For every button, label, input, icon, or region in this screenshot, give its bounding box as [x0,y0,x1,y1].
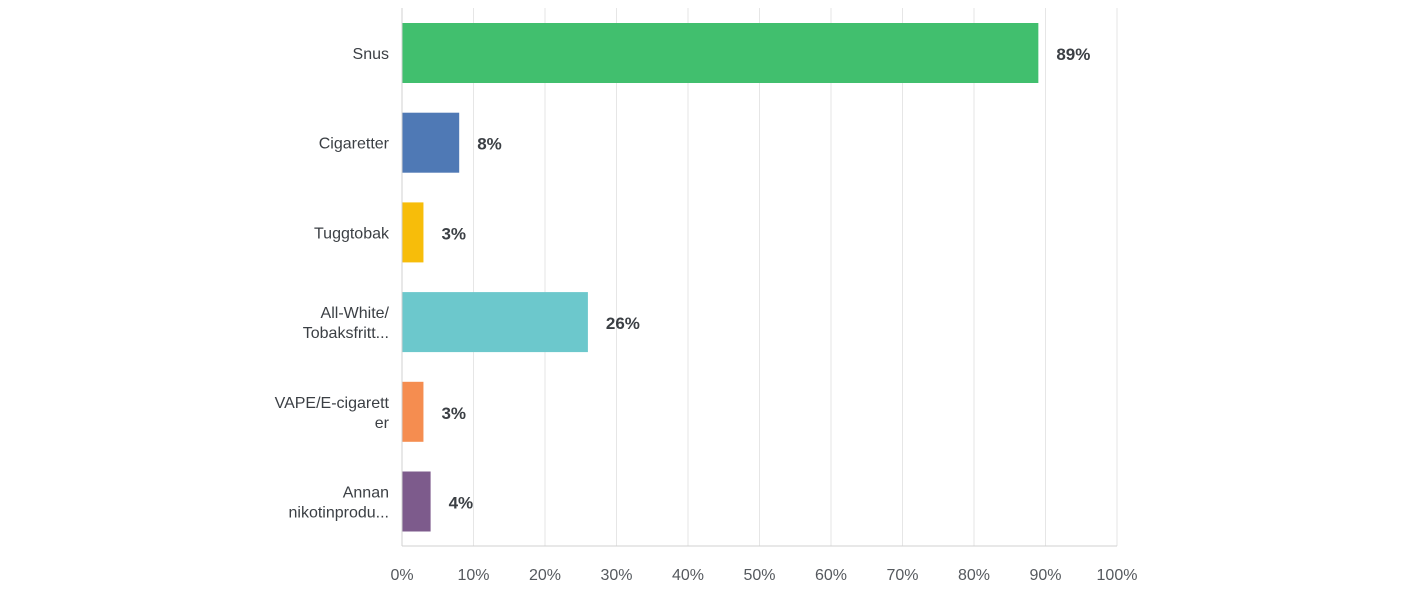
axes [401,8,1117,547]
category-label: Tuggtobak [314,225,390,242]
x-tick-label: 60% [815,567,847,584]
x-tick-labels: 0% 10% 20% 30% 40% 50% 60% 70% 80% 90% 100% [390,567,1137,584]
x-tick-label: 100% [1097,567,1138,584]
x-tick-label: 30% [600,567,632,584]
bar[interactable] [402,381,424,442]
bar[interactable] [402,292,588,353]
category-label: Snus [353,46,389,63]
value-labels: 89% 8% 3% 26% 3% 4% [441,45,1090,513]
x-tick-label: 70% [886,567,918,584]
value-label: 3% [441,404,466,423]
x-tick-label: 50% [743,567,775,584]
category-label: All-White/Tobaksfritt... [303,305,390,342]
value-label: 8% [477,135,502,154]
bar[interactable] [402,23,1039,83]
x-tick-label: 90% [1029,567,1061,584]
bars [402,23,1039,532]
grid-lines [473,8,1118,546]
category-labels: Snus Cigaretter Tuggtobak All-White/Tobaksf… [275,46,390,522]
bar[interactable] [402,112,460,173]
x-tick-label: 10% [457,567,489,584]
value-label: 89% [1056,45,1090,64]
value-label: 4% [449,494,474,513]
bar[interactable] [402,202,424,263]
category-label: Cigaretter [319,136,390,153]
value-label: 26% [606,314,640,333]
x-tick-label: 40% [672,567,704,584]
bar[interactable] [402,471,431,532]
x-tick-label: 80% [958,567,990,584]
category-label: Annan nikotinprodu... [288,485,389,522]
x-tick-label: 0% [390,567,413,584]
x-tick-label: 20% [529,567,561,584]
value-label: 3% [441,224,466,243]
category-label: VAPE/E-cigarett er [275,395,390,432]
